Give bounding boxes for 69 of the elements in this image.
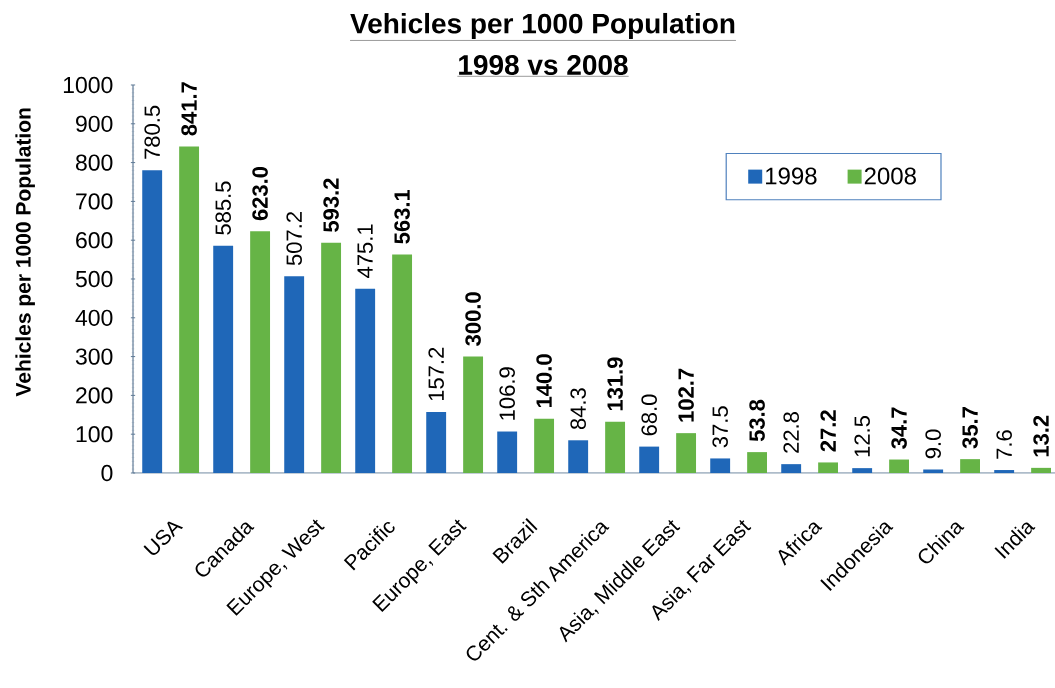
bar	[534, 418, 555, 473]
x-tick-label: USA	[143, 521, 184, 555]
y-tick-label: 800	[75, 154, 113, 171]
data-label: 7.6	[996, 430, 1012, 459]
y-tick-label: 0	[101, 464, 113, 482]
data-label: 68.0	[641, 394, 657, 436]
bar	[710, 458, 731, 473]
bar	[497, 431, 518, 473]
data-label: 841.7	[181, 82, 197, 136]
legend-label: 1998	[766, 167, 817, 185]
bar	[639, 446, 660, 473]
data-label: 131.9	[607, 357, 623, 411]
bar	[463, 356, 484, 473]
data-label: 585.5	[215, 181, 231, 235]
bar	[321, 242, 342, 473]
bar	[994, 470, 1015, 473]
data-label: 27.2	[820, 410, 836, 452]
data-label: 102.7	[678, 368, 694, 422]
data-label: 157.2	[428, 347, 444, 401]
bar	[605, 421, 626, 473]
bar	[568, 440, 589, 473]
bar	[960, 459, 981, 473]
data-label: 13.2	[1033, 415, 1049, 457]
legend-label: 2008	[864, 167, 916, 185]
data-label: 106.9	[499, 367, 515, 420]
data-label: 9.0	[925, 429, 941, 459]
bar	[213, 245, 234, 473]
data-label: 22.8	[783, 412, 799, 453]
bar	[392, 254, 413, 473]
data-label: 507.2	[286, 212, 302, 266]
y-tick-label: 300	[75, 348, 113, 365]
y-tick-label: 700	[76, 193, 113, 210]
y-tick-label: 200	[76, 387, 113, 404]
data-label: 300.0	[465, 292, 481, 346]
bar	[1031, 467, 1052, 473]
data-label: 34.7	[891, 407, 907, 449]
bar	[747, 452, 768, 473]
data-label: 623.0	[252, 166, 268, 221]
data-label: 140.0	[536, 354, 552, 408]
y-tick-label: 500	[75, 270, 113, 288]
chart-title: Vehicles per 1000 Population	[350, 12, 735, 40]
data-label: 53.8	[749, 399, 765, 442]
bar	[889, 459, 910, 473]
y-tick-label: 900	[76, 115, 113, 132]
y-tick-label: 100	[76, 426, 113, 443]
bar	[923, 469, 944, 473]
y-axis-title: Vehicles per 1000 Population	[15, 108, 35, 397]
bar	[179, 146, 200, 473]
bar	[676, 433, 697, 473]
bar	[355, 288, 376, 473]
data-label: 593.2	[323, 178, 339, 232]
y-tick-label: 600	[76, 232, 113, 249]
y-tick-label: 1000	[63, 76, 113, 94]
data-label: 12.5	[854, 416, 870, 457]
data-label: 35.7	[962, 407, 978, 449]
bar	[818, 462, 839, 473]
data-label: 475.1	[357, 224, 373, 278]
data-label: 780.5	[144, 105, 160, 159]
bar	[250, 231, 271, 473]
bar	[852, 468, 873, 473]
data-label: 37.5	[712, 406, 728, 448]
bar	[284, 276, 305, 473]
chart-subtitle: 1998 vs 2008	[459, 55, 628, 75]
data-label: 563.1	[394, 189, 410, 244]
bar	[142, 170, 163, 473]
bar	[781, 464, 802, 473]
y-tick-label: 400	[75, 309, 113, 326]
bar	[426, 411, 447, 473]
data-label: 84.3	[570, 388, 586, 430]
